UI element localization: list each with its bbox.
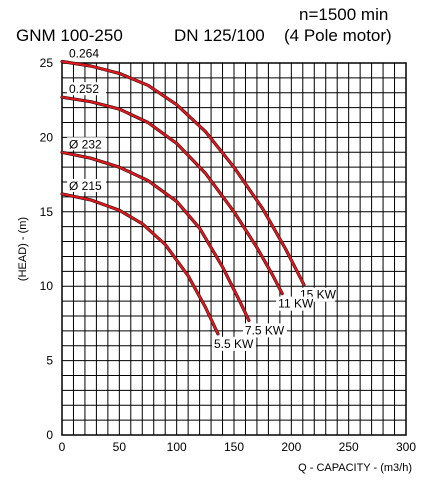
impeller-label: Ø 232 — [69, 137, 102, 151]
x-tick-label: 100 — [167, 440, 187, 454]
performance-curve — [60, 192, 219, 335]
impeller-label: 0.264 — [69, 47, 99, 61]
plot-frame — [61, 62, 407, 436]
curve-shadow — [60, 95, 284, 296]
impeller-label-bg — [67, 137, 106, 151]
performance-curve — [60, 60, 305, 286]
impeller-label: 0.252 — [69, 82, 99, 96]
power-label-bg — [276, 296, 314, 311]
impeller-label-bg — [67, 46, 106, 60]
y-tick-label: 10 — [40, 279, 54, 293]
y-tick-label: 0 — [46, 428, 53, 442]
y-tick-label: 25 — [40, 56, 54, 70]
impeller-label: Ø 215 — [69, 179, 102, 193]
curves — [60, 59, 306, 336]
dn-title: DN 125/100 — [174, 26, 265, 45]
x-tick-label: 300 — [396, 440, 416, 454]
impeller-label-bg — [67, 82, 106, 96]
power-label-bg — [242, 323, 287, 338]
model-title: GNM 100-250 — [16, 26, 123, 45]
y-tick-label: 15 — [40, 205, 54, 219]
performance-curve — [60, 96, 284, 295]
tick-labels: 0 50 100 150 200 250 300 0 5 10 15 20 25 — [40, 56, 417, 454]
y-tick-label: 20 — [40, 130, 54, 144]
power-label: 7.5 KW — [245, 323, 285, 337]
impeller-label-bg — [67, 178, 106, 192]
power-label: 5.5 KW — [214, 337, 254, 351]
motor-title: (4 Pole motor) — [284, 26, 392, 45]
power-label: 11 KW — [278, 297, 314, 311]
power-label-bg — [211, 336, 256, 351]
x-tick-label: 150 — [224, 440, 244, 454]
grid — [61, 62, 407, 436]
x-tick-label: 50 — [113, 440, 127, 454]
performance-curve — [60, 151, 250, 322]
x-tick-label: 200 — [281, 440, 301, 454]
y-tick-label: 5 — [46, 354, 53, 368]
y-axis-label: (HEAD) - (m) — [17, 217, 29, 281]
speed-title: n=1500 min — [299, 5, 389, 24]
x-tick-label: 250 — [339, 440, 359, 454]
x-axis-label: Q - CAPACITY - (m3/h) — [298, 462, 412, 474]
x-tick-label: 0 — [59, 440, 66, 454]
